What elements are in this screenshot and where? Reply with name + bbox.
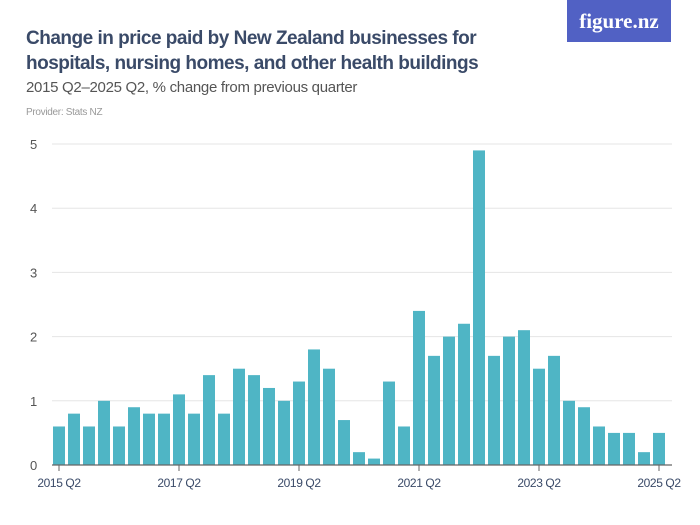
bar bbox=[308, 349, 320, 465]
bar bbox=[518, 330, 530, 465]
bar bbox=[68, 413, 80, 465]
bar bbox=[143, 413, 155, 465]
bar bbox=[83, 426, 95, 465]
bar bbox=[383, 381, 395, 465]
bar bbox=[458, 323, 470, 465]
chart-title: Change in price paid by New Zealand busi… bbox=[26, 28, 479, 74]
bar bbox=[638, 452, 650, 465]
bar bbox=[173, 394, 185, 465]
x-tick-label: 2021 Q2 bbox=[397, 476, 441, 490]
x-tick-label: 2017 Q2 bbox=[157, 476, 201, 490]
bar bbox=[413, 310, 425, 465]
bar bbox=[113, 426, 125, 465]
bar bbox=[338, 420, 350, 465]
y-tick-label: 3 bbox=[30, 265, 37, 280]
x-tick-label: 2015 Q2 bbox=[37, 476, 81, 490]
bar bbox=[623, 432, 635, 465]
bar bbox=[368, 458, 380, 465]
y-tick-label: 1 bbox=[30, 394, 37, 409]
y-tick-label: 5 bbox=[30, 137, 37, 152]
bar bbox=[503, 336, 515, 465]
bar bbox=[293, 381, 305, 465]
y-tick-label: 4 bbox=[30, 201, 37, 216]
bar bbox=[608, 432, 620, 465]
bar bbox=[278, 400, 290, 465]
bar bbox=[653, 432, 665, 465]
figure-nz-logo[interactable]: figure.nz bbox=[567, 0, 671, 42]
bar bbox=[203, 375, 215, 465]
bar bbox=[233, 368, 245, 465]
x-tick-label: 2025 Q2 bbox=[637, 476, 681, 490]
y-tick-label: 0 bbox=[30, 458, 37, 473]
bar bbox=[353, 452, 365, 465]
bar bbox=[188, 413, 200, 465]
x-tick-label: 2019 Q2 bbox=[277, 476, 321, 490]
bar bbox=[428, 355, 440, 465]
bar bbox=[443, 336, 455, 465]
provider-text: Provider: Stats NZ bbox=[26, 107, 103, 118]
bar bbox=[488, 355, 500, 465]
bar bbox=[98, 400, 110, 465]
bar bbox=[128, 407, 140, 465]
bar bbox=[533, 368, 545, 465]
y-tick-label: 2 bbox=[30, 330, 37, 345]
bar bbox=[473, 150, 485, 466]
bar bbox=[53, 426, 65, 465]
bar bbox=[398, 426, 410, 465]
bar bbox=[578, 407, 590, 465]
bar bbox=[593, 426, 605, 465]
bar bbox=[563, 400, 575, 465]
bar bbox=[218, 413, 230, 465]
x-tick-label: 2023 Q2 bbox=[517, 476, 561, 490]
bar bbox=[158, 413, 170, 465]
bar bbox=[548, 355, 560, 465]
bar bbox=[323, 368, 335, 465]
bar bbox=[248, 375, 260, 465]
chart-subtitle: 2015 Q2–2025 Q2, % change from previous … bbox=[26, 79, 358, 96]
bar bbox=[263, 387, 275, 465]
